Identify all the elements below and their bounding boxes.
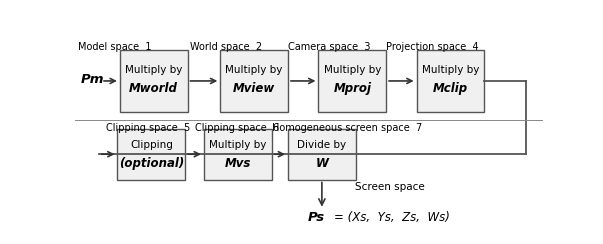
Text: Ps: Ps (308, 211, 325, 224)
Text: World space  2: World space 2 (190, 42, 262, 52)
FancyBboxPatch shape (204, 129, 272, 180)
FancyBboxPatch shape (288, 129, 356, 180)
Text: Mworld: Mworld (129, 82, 178, 95)
Text: Screen space: Screen space (355, 182, 425, 192)
FancyBboxPatch shape (318, 50, 386, 112)
FancyBboxPatch shape (220, 50, 288, 112)
Text: Model space  1: Model space 1 (78, 42, 151, 52)
FancyBboxPatch shape (417, 50, 484, 112)
Text: Mvs: Mvs (224, 157, 251, 170)
Text: Mclip: Mclip (433, 82, 468, 95)
FancyBboxPatch shape (120, 50, 188, 112)
Text: Homogeneous screen space  7: Homogeneous screen space 7 (271, 123, 422, 133)
Text: Multiply by: Multiply by (125, 65, 182, 75)
Text: Clipping: Clipping (130, 140, 172, 150)
Text: Multiply by: Multiply by (226, 65, 283, 75)
Text: Multiply by: Multiply by (421, 65, 479, 75)
Text: Camera space  3: Camera space 3 (288, 42, 370, 52)
Text: = (Xs,  Ys,  Zs,  Ws): = (Xs, Ys, Zs, Ws) (333, 211, 449, 224)
Text: Multiply by: Multiply by (209, 140, 267, 150)
Text: Divide by: Divide by (297, 140, 347, 150)
Text: W: W (315, 157, 329, 170)
Text: Pm: Pm (81, 72, 104, 86)
Text: Mproj: Mproj (333, 82, 371, 95)
Text: Clipping space  5: Clipping space 5 (106, 123, 190, 133)
Text: Projection space  4: Projection space 4 (386, 42, 479, 52)
Text: Mview: Mview (233, 82, 275, 95)
FancyBboxPatch shape (118, 129, 185, 180)
Text: (optional): (optional) (119, 157, 184, 170)
Text: Clipping space  6: Clipping space 6 (195, 123, 279, 133)
Text: Multiply by: Multiply by (324, 65, 381, 75)
